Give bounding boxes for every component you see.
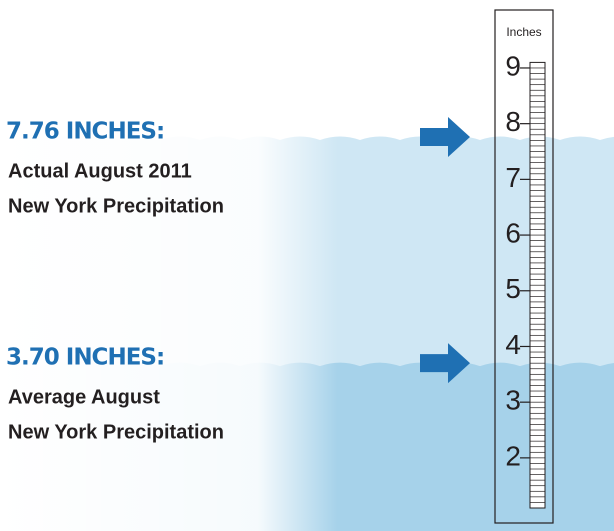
- level-description: New York Precipitation: [8, 421, 224, 443]
- gauge-tick-label: 2: [505, 440, 521, 471]
- gauge-tick-label: 4: [505, 329, 521, 360]
- level-value-label: 3.70 INCHES:: [6, 345, 164, 371]
- gauge-tick-label: 8: [505, 106, 521, 137]
- gauge-tick-label: 3: [505, 385, 521, 416]
- gauge-tick-label: 7: [505, 162, 521, 193]
- level-value-label: 7.76 INCHES:: [6, 119, 164, 145]
- level-description: Average August: [8, 386, 160, 408]
- level-description: Actual August 2011: [8, 160, 192, 182]
- water-fade: [0, 0, 614, 531]
- page: Inches 2 3 4 5 6 7 8 9 7.76 INCHES: Actual Augus…: [0, 0, 614, 531]
- gauge-unit: Inches: [506, 25, 541, 39]
- infographic: Inches 2 3 4 5 6 7 8 9 7.76 INCHES: Actual Augus…: [0, 0, 614, 531]
- gauge-tick-label: 9: [505, 50, 521, 81]
- level-description: New York Precipitation: [8, 195, 224, 217]
- gauge-tick-label: 5: [505, 273, 521, 304]
- gauge-tick-label: 6: [505, 217, 521, 248]
